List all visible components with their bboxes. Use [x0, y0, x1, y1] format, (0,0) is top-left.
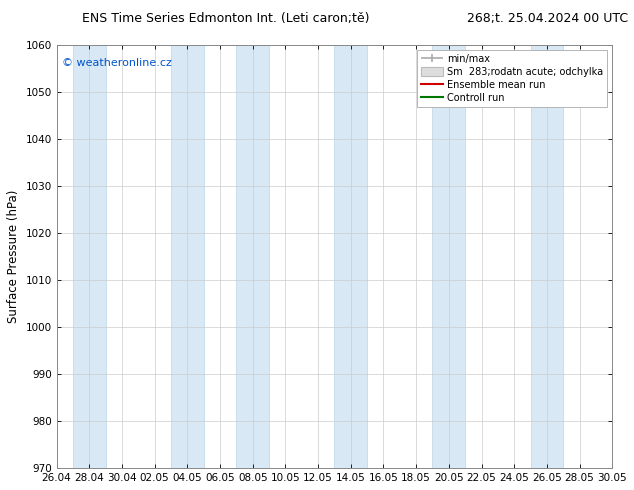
Legend: min/max, Sm  283;rodatn acute; odchylka, Ensemble mean run, Controll run: min/max, Sm 283;rodatn acute; odchylka, … — [417, 50, 607, 107]
Text: © weatheronline.cz: © weatheronline.cz — [62, 58, 172, 68]
Bar — [171, 45, 204, 468]
Y-axis label: Surface Pressure (hPa): Surface Pressure (hPa) — [7, 190, 20, 323]
Bar — [73, 45, 106, 468]
Bar — [432, 45, 465, 468]
Bar — [236, 45, 269, 468]
Text: 268;t. 25.04.2024 00 UTC: 268;t. 25.04.2024 00 UTC — [467, 12, 628, 25]
Bar — [531, 45, 563, 468]
Text: ENS Time Series Edmonton Int. (Leti caron;tě): ENS Time Series Edmonton Int. (Leti caro… — [82, 12, 370, 25]
Bar — [334, 45, 367, 468]
